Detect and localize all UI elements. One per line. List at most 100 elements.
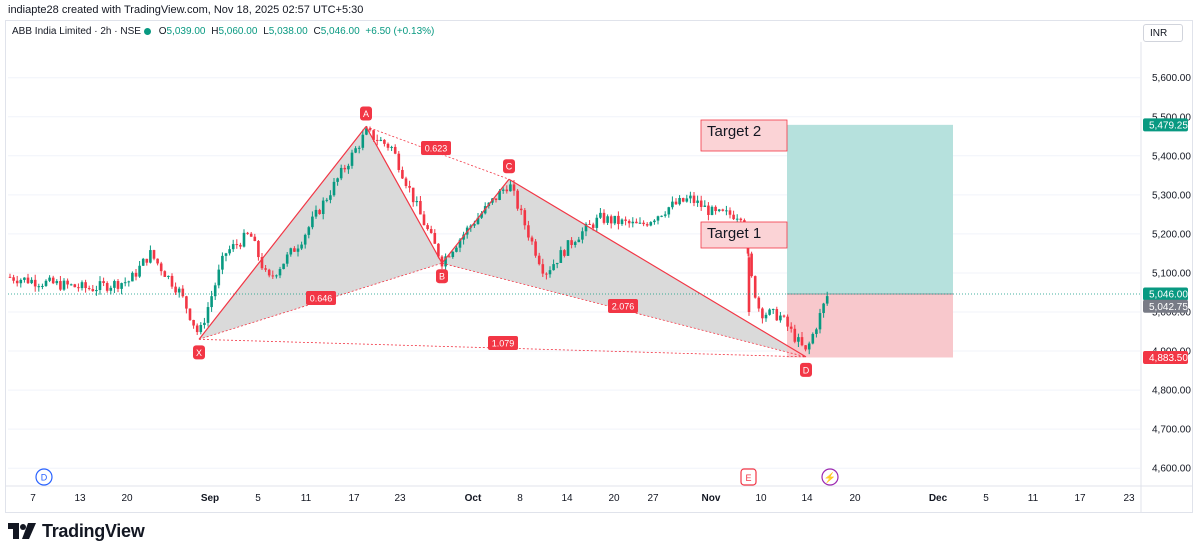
tradingview-logo-icon [8, 523, 36, 539]
candle-up [584, 223, 588, 232]
candle-up [278, 269, 282, 276]
harmonic-pattern-lines: X A B C D 0.646 0.623 2.076 1.079 [193, 106, 812, 377]
candle-up [361, 134, 365, 148]
candle-up [210, 296, 213, 308]
candle-up [350, 152, 354, 166]
candle-down [609, 216, 613, 224]
harmonic-pattern-fill [199, 126, 806, 357]
candle-down [804, 345, 807, 350]
open-value: 5,039.00 [166, 26, 206, 37]
candle-up [167, 275, 170, 277]
symbol-legend: ABB India Limited · 2h · NSE O5,039.00 H… [12, 26, 437, 37]
candle-up [123, 282, 127, 284]
candle-down [91, 289, 95, 292]
candle-down [318, 209, 321, 215]
target-annotation-text: Target 2 [707, 123, 761, 140]
candle-up [321, 200, 325, 215]
candle-up [275, 275, 278, 277]
candle-up [771, 309, 775, 311]
candle-down [761, 308, 764, 319]
candle-down [447, 256, 451, 258]
candle-up [127, 281, 131, 283]
close-value: 5,046.00 [320, 26, 360, 37]
candle-up [573, 242, 577, 245]
candle-down [239, 244, 242, 247]
candle-up [213, 285, 217, 297]
symbol-title[interactable]: ABB India Limited · 2h · NSE [12, 26, 141, 37]
candle-up [199, 324, 203, 333]
candle-down [77, 287, 80, 289]
open-label: O [158, 26, 167, 37]
time-tick-label: 20 [121, 493, 133, 504]
candle-up [599, 212, 602, 218]
dividend-marker-icon [35, 468, 53, 486]
candle-down [563, 250, 566, 256]
xa-leg [198, 126, 367, 340]
candle-down [602, 212, 606, 223]
candle-down [617, 215, 620, 225]
candle-down [545, 273, 548, 275]
candle-down [66, 280, 69, 285]
candle-up [473, 224, 476, 226]
time-tick-label: Dec [929, 493, 948, 504]
candle-up [98, 281, 102, 291]
candle-down [527, 225, 530, 238]
candle-down [293, 248, 296, 252]
change-value: +6.50 (+0.13%) [365, 26, 435, 37]
time-tick-label: 17 [1074, 493, 1086, 504]
ratio-label-box [421, 141, 451, 155]
candle-up [379, 139, 383, 141]
candle-up [735, 218, 739, 220]
candle-down [134, 272, 138, 277]
market-status-dot [143, 27, 151, 35]
pivot-label-c: C [506, 162, 513, 172]
currency-button[interactable]: INR [1143, 24, 1183, 42]
candle-up [48, 277, 51, 281]
earnings-marker-icon [740, 468, 757, 486]
candle-down [192, 319, 195, 326]
candle-down [645, 224, 649, 226]
candle-up [671, 201, 674, 208]
candle-down [397, 153, 401, 170]
time-tick-label: 17 [348, 493, 360, 504]
candle-up [476, 217, 480, 225]
candle-down [368, 128, 372, 131]
candle-down [246, 232, 249, 234]
pivot-label-box [360, 106, 372, 121]
candlesticks [8, 125, 1140, 355]
candle-down [437, 243, 440, 257]
price-tick-label: 4,600.00 [1152, 464, 1191, 475]
candle-up [415, 200, 419, 203]
candle-down [159, 263, 163, 272]
stop-loss-zone [787, 294, 953, 358]
candle-down [51, 277, 55, 284]
candle-up [177, 288, 181, 293]
time-tick-label: 13 [74, 493, 86, 504]
candle-down [494, 198, 498, 200]
candle-down [793, 328, 797, 342]
split-marker-label: ⚡ [824, 471, 836, 484]
candle-up [462, 234, 465, 240]
candle-down [692, 195, 696, 203]
candle-down [235, 244, 239, 246]
ratio-label: 2.076 [612, 302, 635, 312]
candle-down [12, 277, 15, 281]
candle-down [84, 282, 87, 289]
candle-down [174, 286, 177, 293]
event-markers: D E ⚡ [35, 468, 839, 486]
candle-down [534, 241, 537, 256]
pivot-label-box [503, 159, 515, 174]
pivot-label-a: A [363, 109, 369, 119]
candle-up [41, 285, 44, 287]
candle-up [685, 198, 689, 202]
ab-leg [365, 126, 443, 264]
candle-down [775, 309, 779, 321]
candle-down [537, 255, 541, 265]
price-tick-label: 5,600.00 [1152, 73, 1191, 84]
pivot-label-box [436, 269, 448, 284]
dividend-marker-label: D [41, 473, 48, 483]
candle-down [699, 200, 703, 207]
candle-down [635, 221, 638, 224]
candle-up [779, 315, 782, 321]
